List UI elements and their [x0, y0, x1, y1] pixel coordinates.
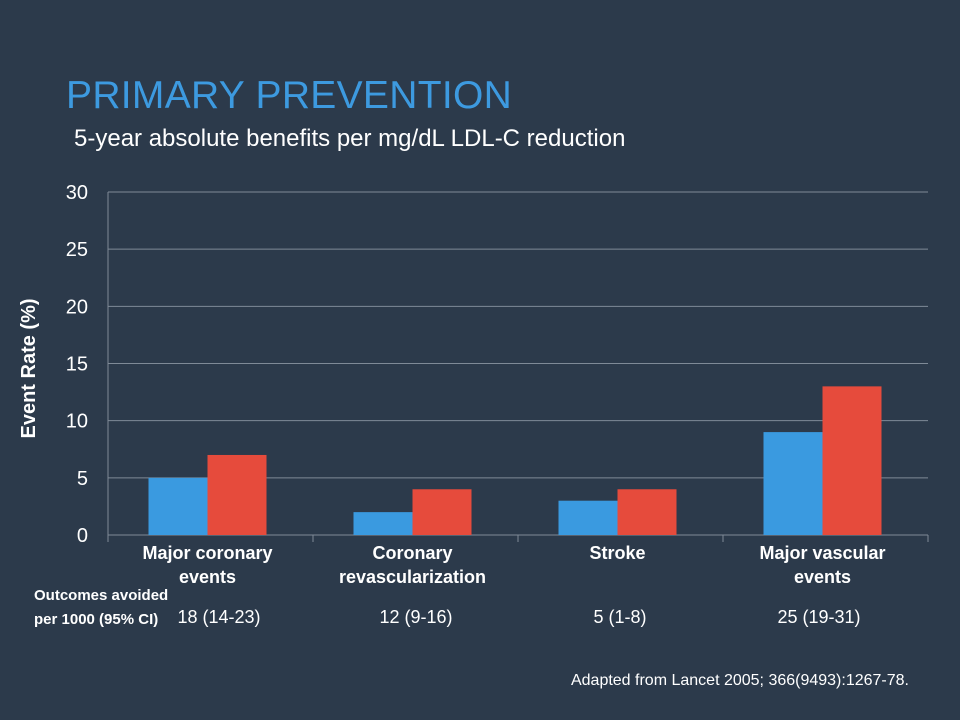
bar-series-blue — [148, 477, 208, 535]
bar-series-blue — [353, 512, 413, 535]
bar-series-red — [207, 454, 267, 535]
bar-series-red — [617, 489, 677, 535]
y-tick-label: 5 — [77, 468, 88, 490]
source-citation: Adapted from Lancet 2005; 366(9493):1267… — [570, 672, 909, 689]
bar-series-red — [822, 386, 882, 535]
bar-series-blue — [763, 432, 823, 535]
y-tick-label: 30 — [66, 182, 88, 204]
outcome-value: 25 (19-31) — [777, 607, 861, 627]
bar-series-blue — [558, 500, 618, 535]
x-category-label: Coronary revascularization — [339, 543, 486, 587]
outcome-value: 12 (9-16) — [379, 607, 453, 627]
x-category-label: Major coronary events — [142, 543, 272, 587]
y-axis-label: Event Rate (%) — [18, 298, 40, 438]
outcome-value: 18 (14-23) — [177, 607, 261, 627]
y-tick-label: 15 — [66, 354, 88, 376]
y-tick-label: 20 — [66, 296, 88, 318]
slide-subtitle: 5-year absolute benefits per mg/dL LDL-C… — [74, 125, 626, 152]
y-tick-label: 0 — [77, 525, 88, 547]
bar-series-red — [412, 489, 472, 535]
y-tick-label: 25 — [66, 239, 88, 261]
x-category-label: Stroke — [589, 543, 645, 563]
x-category-label: Major vascular events — [759, 543, 885, 587]
outcomes-label: Outcomes avoided per 1000 (95% CI) — [34, 587, 169, 628]
outcome-value: 5 (1-8) — [593, 607, 647, 627]
y-tick-label: 10 — [66, 411, 88, 433]
slide-title: PRIMARY PREVENTION — [66, 74, 513, 117]
